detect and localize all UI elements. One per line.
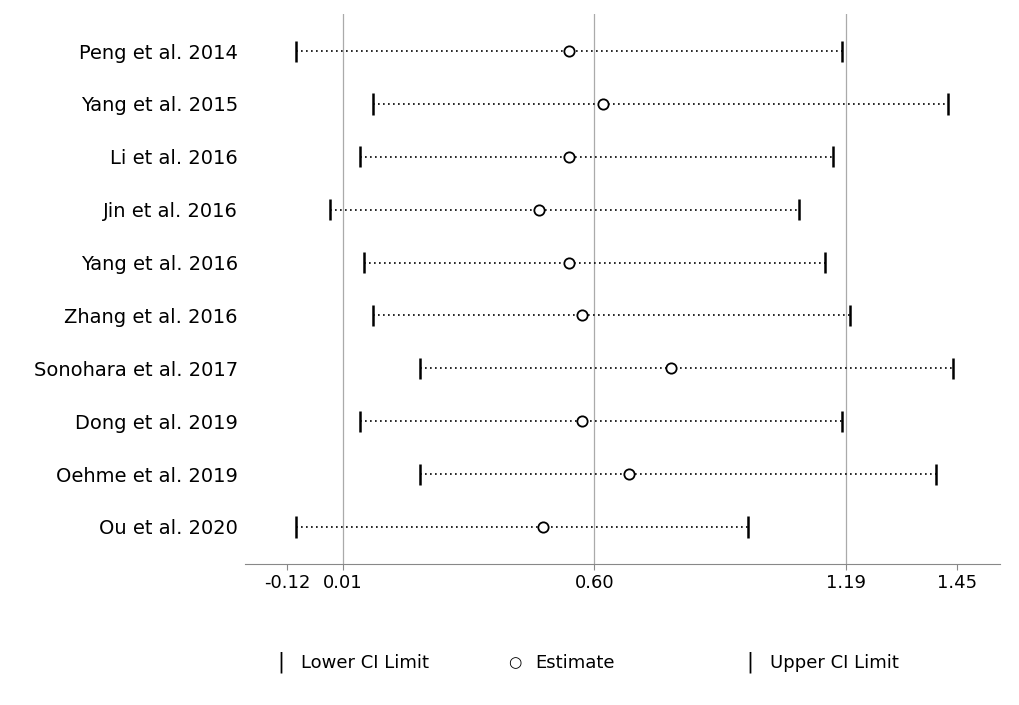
Point bbox=[530, 204, 546, 215]
Point bbox=[560, 151, 577, 162]
Point bbox=[535, 522, 551, 533]
Point bbox=[573, 415, 589, 427]
Point bbox=[662, 362, 679, 374]
Text: |: | bbox=[746, 652, 752, 673]
Text: ○: ○ bbox=[508, 655, 521, 670]
Point bbox=[560, 257, 577, 268]
Text: Estimate: Estimate bbox=[535, 654, 614, 672]
Text: Lower CI Limit: Lower CI Limit bbox=[301, 654, 428, 672]
Point bbox=[560, 45, 577, 56]
Point bbox=[620, 468, 636, 479]
Point bbox=[594, 98, 610, 109]
Point bbox=[573, 309, 589, 321]
Text: |: | bbox=[277, 652, 283, 673]
Text: Upper CI Limit: Upper CI Limit bbox=[769, 654, 898, 672]
